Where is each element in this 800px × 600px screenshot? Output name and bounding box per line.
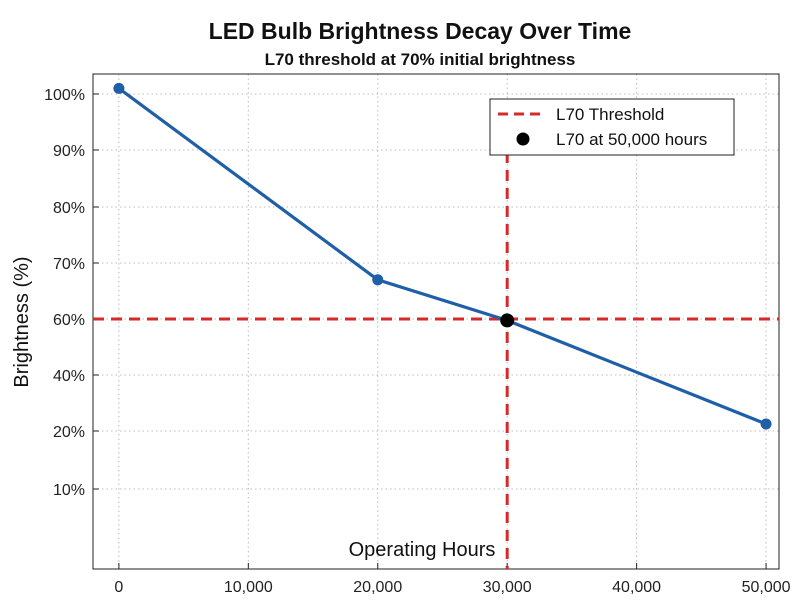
y-tick-label: 70%	[53, 256, 85, 273]
y-tick-label: 20%	[53, 424, 85, 441]
grid-lines	[93, 74, 779, 569]
threshold-lines	[93, 152, 779, 569]
x-axis-ticks: 0 10,000 20,000 30,000 40,000 50,000	[114, 563, 791, 596]
x-axis-label: Operating Hours	[349, 539, 496, 561]
x-tick-label: 30,000	[483, 579, 532, 596]
legend: L70 Threshold L70 at 50,000 hours	[489, 98, 735, 156]
y-tick-label: 90%	[53, 143, 85, 160]
x-tick-label: 40,000	[612, 579, 661, 596]
l70-threshold-point	[500, 313, 515, 328]
y-tick-label: 80%	[53, 200, 85, 217]
threshold-point-group	[500, 313, 515, 328]
chart-title: LED Bulb Brightness Decay Over Time	[208, 18, 632, 44]
x-tick-label: 10,000	[224, 579, 273, 596]
series-line	[117, 87, 767, 426]
chart-subtitle: L70 threshold at 70% initial brightness	[264, 50, 576, 69]
legend-threshold-label: L70 Threshold	[556, 105, 664, 124]
x-tick-label: 50,000	[742, 579, 791, 596]
plot-frame	[92, 73, 780, 570]
data-point	[372, 274, 384, 286]
data-point	[760, 418, 772, 430]
y-tick-label: 60%	[53, 312, 85, 329]
y-tick-label: 40%	[53, 368, 85, 385]
legend-box	[489, 98, 735, 156]
legend-point-swatch	[516, 132, 530, 146]
legend-point-label: L70 at 50,000 hours	[556, 130, 707, 149]
y-tick-label: 10%	[53, 482, 85, 499]
x-tick-label: 0	[114, 579, 123, 596]
x-tick-label: 20,000	[353, 579, 402, 596]
data-point	[113, 82, 125, 94]
y-axis-label: Brightness (%)	[11, 256, 33, 387]
y-axis-ticks: 10% 20% 40% 60% 70% 80% 90% 100%	[44, 87, 99, 499]
y-tick-label: 100%	[44, 87, 85, 104]
